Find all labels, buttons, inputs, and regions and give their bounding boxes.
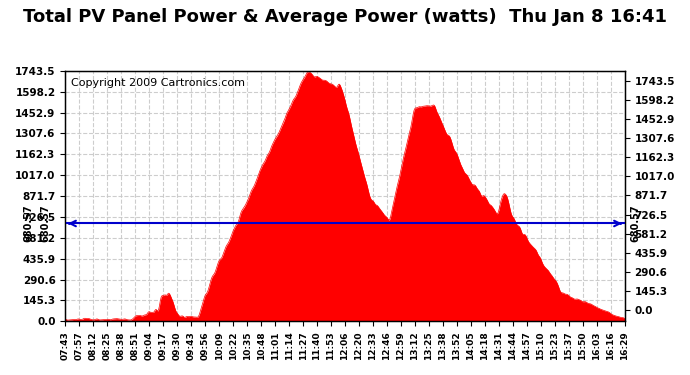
Text: Total PV Panel Power & Average Power (watts)  Thu Jan 8 16:41: Total PV Panel Power & Average Power (wa…: [23, 8, 667, 26]
Text: 680.57: 680.57: [24, 205, 34, 242]
Text: 680.57: 680.57: [631, 205, 640, 242]
Text: 680.57: 680.57: [40, 205, 50, 242]
Text: Copyright 2009 Cartronics.com: Copyright 2009 Cartronics.com: [71, 78, 245, 88]
